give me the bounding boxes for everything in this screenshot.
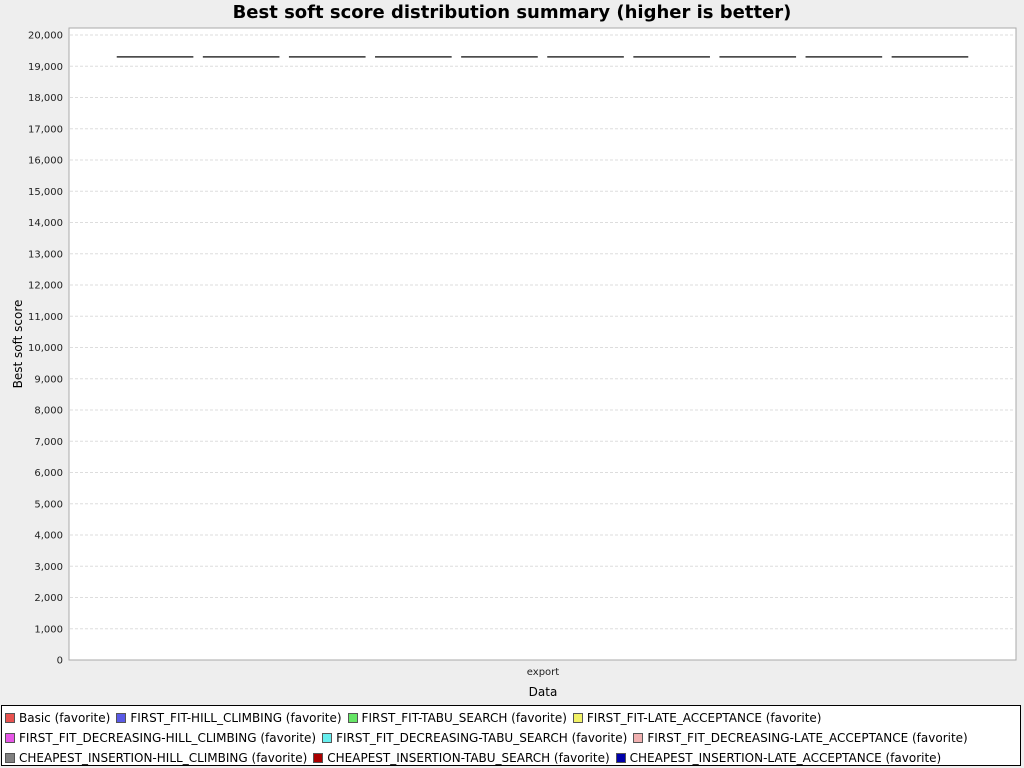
- y-tick-label: 13,000: [28, 249, 63, 260]
- legend-label: FIRST_FIT_DECREASING-HILL_CLIMBING (favo…: [19, 731, 317, 745]
- legend-label: CHEAPEST_INSERTION-HILL_CLIMBING (favori…: [19, 751, 308, 765]
- x-axis-label: Data: [529, 685, 558, 699]
- y-tick-label: 18,000: [28, 93, 63, 104]
- legend-swatch: [116, 713, 127, 723]
- legend-swatch: [322, 733, 333, 743]
- legend-label: FIRST_FIT-HILL_CLIMBING (favorite): [130, 711, 342, 725]
- y-tick-label: 0: [57, 656, 63, 667]
- y-tick-label: 15,000: [28, 187, 63, 198]
- legend: Basic (favorite) FIRST_FIT-HILL_CLIMBING…: [1, 705, 1021, 766]
- chart-svg: Best soft score distribution summary (hi…: [11, 2, 1017, 699]
- legend-label: FIRST_FIT-LATE_ACCEPTANCE (favorite): [586, 711, 822, 725]
- x-category-label: export: [527, 667, 559, 678]
- legend-row-1: Basic (favorite) FIRST_FIT-HILL_CLIMBING…: [5, 708, 1017, 728]
- y-tick-label: 11,000: [28, 312, 63, 323]
- legend-swatch: [572, 713, 583, 723]
- y-tick-label: 10,000: [28, 343, 63, 354]
- y-tick-label: 12,000: [28, 281, 63, 292]
- legend-item: FIRST_FIT-HILL_CLIMBING (favorite): [116, 711, 342, 725]
- legend-item: FIRST_FIT_DECREASING-TABU_SEARCH (favori…: [322, 731, 627, 745]
- y-tick-label: 3,000: [34, 562, 63, 573]
- legend-item: FIRST_FIT-TABU_SEARCH (favorite): [347, 711, 567, 725]
- legend-row-2: FIRST_FIT_DECREASING-HILL_CLIMBING (favo…: [5, 728, 1017, 748]
- y-axis-ticks: 0 1,000 2,000 3,000 4,000 5,000 6,000 7,000 8,00…: [28, 31, 63, 667]
- legend-label: FIRST_FIT-TABU_SEARCH (favorite): [361, 711, 567, 725]
- y-tick-label: 7,000: [34, 437, 63, 448]
- legend-item: CHEAPEST_INSERTION-LATE_ACCEPTANCE (favo…: [615, 751, 942, 765]
- legend-item: CHEAPEST_INSERTION-TABU_SEARCH (favorite…: [313, 751, 610, 765]
- y-tick-label: 20,000: [28, 31, 63, 42]
- legend-item: Basic (favorite): [5, 711, 110, 725]
- y-tick-label: 16,000: [28, 156, 63, 167]
- legend-item: FIRST_FIT_DECREASING-LATE_ACCEPTANCE (fa…: [633, 731, 968, 745]
- y-tick-label: 2,000: [34, 593, 63, 604]
- y-tick-label: 1,000: [34, 624, 63, 635]
- legend-row-3: CHEAPEST_INSERTION-HILL_CLIMBING (favori…: [5, 748, 1017, 768]
- legend-swatch: [347, 713, 358, 723]
- y-tick-label: 4,000: [34, 531, 63, 542]
- y-tick-label: 5,000: [34, 499, 63, 510]
- legend-label: Basic (favorite): [19, 711, 111, 725]
- legend-label: FIRST_FIT_DECREASING-TABU_SEARCH (favori…: [336, 731, 628, 745]
- y-axis-label: Best soft score: [11, 300, 25, 389]
- legend-label: CHEAPEST_INSERTION-LATE_ACCEPTANCE (favo…: [629, 751, 942, 765]
- legend-item: FIRST_FIT_DECREASING-HILL_CLIMBING (favo…: [5, 731, 316, 745]
- legend-label: CHEAPEST_INSERTION-TABU_SEARCH (favorite…: [327, 751, 610, 765]
- legend-item: CHEAPEST_INSERTION-HILL_CLIMBING (favori…: [5, 751, 307, 765]
- legend-swatch: [633, 733, 644, 743]
- legend-swatch: [615, 753, 626, 763]
- y-tick-label: 17,000: [28, 124, 63, 135]
- y-tick-label: 19,000: [28, 62, 63, 73]
- y-tick-label: 8,000: [34, 406, 63, 417]
- legend-swatch: [5, 733, 15, 743]
- y-tick-label: 6,000: [34, 468, 63, 479]
- legend-label: FIRST_FIT_DECREASING-LATE_ACCEPTANCE (fa…: [647, 731, 968, 745]
- legend-item: FIRST_FIT-LATE_ACCEPTANCE (favorite): [572, 711, 822, 725]
- plot-area: [68, 27, 1017, 661]
- legend-swatch: [5, 713, 15, 723]
- y-tick-label: 14,000: [28, 218, 63, 229]
- legend-swatch: [5, 753, 15, 763]
- legend-swatch: [313, 753, 324, 763]
- grid-layer: [70, 34, 1015, 630]
- chart-title: Best soft score distribution summary (hi…: [233, 2, 792, 23]
- y-tick-label: 9,000: [34, 374, 63, 385]
